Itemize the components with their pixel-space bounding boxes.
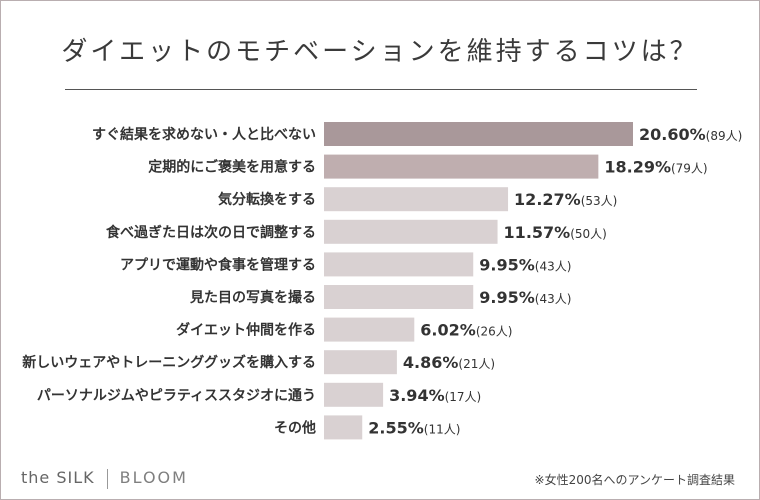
- category-label: その他: [274, 419, 316, 436]
- survey-footnote: ※女性200名へのアンケート調査結果: [534, 473, 735, 487]
- title-divider: [65, 89, 697, 90]
- brand-logo: the SILK BLOOM: [21, 468, 188, 489]
- value-label: 9.95%(43人): [479, 288, 571, 307]
- bar: [324, 350, 397, 375]
- value-label: 3.94%(17人): [389, 386, 481, 405]
- brand-name-silk: the SILK: [21, 468, 95, 487]
- value-label: 18.29%(79人): [604, 158, 707, 177]
- category-label: 新しいウェアやトレーニンググッズを購入する: [22, 354, 316, 371]
- bar: [324, 415, 363, 440]
- chart-title: ダイエットのモチベーションを維持するコツは？: [61, 37, 699, 67]
- bar: [324, 317, 415, 342]
- category-label: アプリで運動や食事を管理する: [120, 256, 316, 273]
- brand-name-bloom: BLOOM: [119, 468, 188, 487]
- category-label: 食べ過ぎた日は次の日で調整する: [106, 224, 316, 241]
- bar: [324, 154, 599, 179]
- category-label: パーソナルジムやピラティススタジオに通う: [37, 388, 316, 404]
- bar: [324, 122, 633, 146]
- category-label: すぐ結果を求めない・人と比べない: [92, 126, 316, 143]
- value-label: 2.55%(11人): [368, 418, 460, 437]
- value-label: 20.60%(89人): [639, 125, 742, 144]
- value-label: 11.57%(50人): [504, 223, 607, 242]
- category-label: 見た目の写真を撮る: [189, 289, 316, 306]
- bar: [324, 252, 474, 277]
- category-label: ダイエット仲間を作る: [176, 322, 316, 339]
- value-label: 9.95%(43人): [479, 255, 571, 274]
- value-label: 6.02%(26人): [420, 321, 512, 340]
- bar: [324, 219, 498, 244]
- bar: [324, 285, 474, 309]
- category-label: 定期的にご褒美を用意する: [148, 159, 316, 176]
- brand-separator: [106, 468, 108, 489]
- value-label: 4.86%(21人): [403, 353, 495, 372]
- bar: [324, 187, 509, 212]
- bar-chart: すぐ結果を求めない・人と比べない 20.60%(89人) 定期的にご褒美を用意する 1…: [22, 122, 742, 440]
- bar: [324, 382, 384, 407]
- value-label: 12.27%(53人): [514, 190, 617, 209]
- category-label: 気分転換をする: [218, 191, 316, 208]
